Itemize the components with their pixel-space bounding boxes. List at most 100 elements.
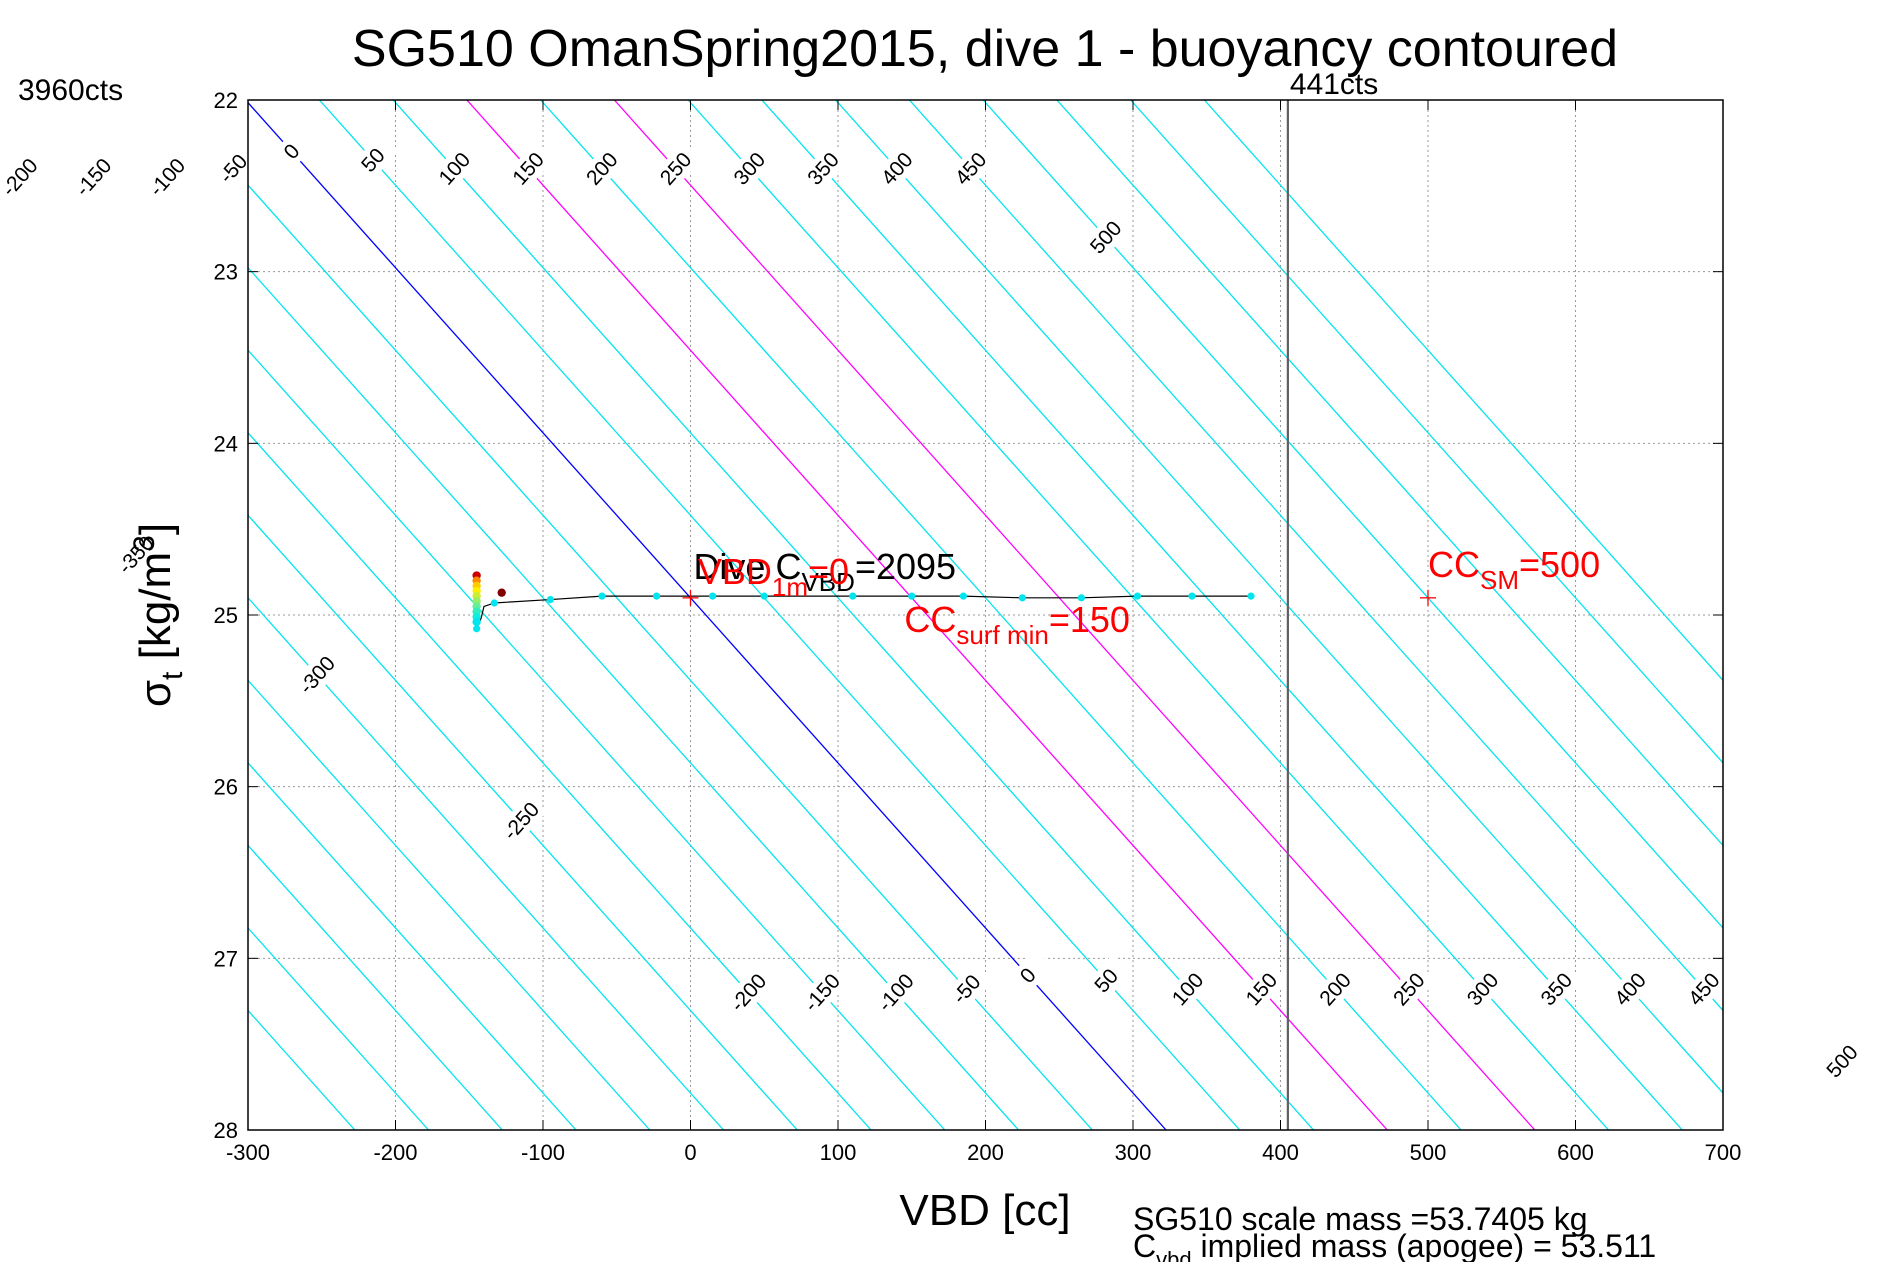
profile-point: [598, 592, 606, 600]
contour-label-bg: [110, 528, 162, 582]
annotation-part: SM: [1480, 565, 1519, 595]
contour-line--200: [248, 431, 872, 1130]
profile-point: [546, 595, 554, 604]
profile-point: [652, 592, 661, 600]
x-tick-label: 200: [967, 1140, 1004, 1165]
annotation-part: CC: [904, 599, 956, 640]
contour-label-bg: [576, 142, 628, 196]
profile-point: [1247, 592, 1255, 600]
y-axis-label-main: σ: [131, 680, 180, 707]
contour-line-500: [982, 100, 1723, 929]
contour-label-bg: [1002, 948, 1054, 1003]
contour-line-400: [835, 100, 1723, 1095]
contour-label-bg: [141, 150, 193, 204]
annotation-part: =2095: [855, 546, 956, 587]
contour-line-550: [1056, 100, 1723, 847]
contour-line-100: [392, 100, 1315, 1130]
profile-point: [1133, 592, 1142, 600]
scale-mass-note: SG510 scale mass =53.7405 kg: [1133, 1201, 1588, 1237]
buoyancy-contours: [248, 100, 1723, 1130]
profile-point: [490, 599, 498, 607]
contour-line--250: [248, 514, 798, 1130]
contour-line-200: [540, 100, 1462, 1130]
x-tick-label: 600: [1557, 1140, 1594, 1165]
annotation-cc-surf-min: CCsurf min=150: [904, 599, 1130, 650]
vbd-limit-label: 441cts: [1290, 68, 1378, 101]
profile-point: [1077, 594, 1085, 602]
contour-label-bg: [67, 150, 120, 204]
contour-line-350: [761, 100, 1683, 1130]
contour-label-bg: [650, 142, 702, 196]
dive-profile: [472, 571, 1436, 633]
annotation-vbd-1m: VBD1m=0: [698, 551, 849, 602]
profile-point: [849, 592, 857, 600]
annotation-part: VBD: [698, 551, 772, 592]
contour-line-50: [318, 100, 1241, 1130]
contour-line--150: [248, 349, 946, 1130]
annotation-part: Dive C: [693, 546, 801, 587]
chart-title: SG510 OmanSpring2015, dive 1 - buoyancy …: [352, 20, 1618, 78]
profile-point: [959, 592, 967, 600]
contour-label-bg: [207, 142, 259, 196]
contour-label-bg: [347, 133, 399, 187]
x-tick-label: 400: [1262, 1140, 1299, 1165]
contour-line-450: [908, 100, 1723, 1012]
contour-label-bg: [1309, 962, 1361, 1016]
x-tick-label: 100: [820, 1140, 857, 1165]
profile-point: [1188, 592, 1196, 600]
contour-label-bg: [0, 150, 46, 204]
contour-label-bg: [871, 142, 923, 196]
contour-label-bg: [502, 142, 554, 196]
y-tick-label: 25: [214, 603, 238, 628]
contour-label-bg: [796, 966, 848, 1020]
contour-label-bg: [1383, 962, 1435, 1016]
annotation-part: =0: [808, 551, 849, 592]
contour-label-bg: [870, 966, 922, 1020]
contour-line-600: [1130, 100, 1723, 764]
x-tick-label: 700: [1705, 1140, 1742, 1165]
contour-line--300: [248, 596, 725, 1130]
contour-label-bg: [1080, 954, 1133, 1008]
implied-mass-sub: vbd: [1156, 1247, 1191, 1262]
y-tick-label: 23: [214, 260, 238, 285]
contour-label-bg: [291, 648, 343, 702]
y-axis-label-sup: 3: [128, 535, 161, 552]
contour-label-bg: [945, 142, 997, 196]
x-tick-label: -200: [373, 1140, 417, 1165]
contour-label-bg: [1235, 962, 1288, 1016]
surface-point: [472, 617, 481, 627]
contour-label-bg: [495, 794, 547, 848]
annotation-part: =500: [1519, 544, 1600, 585]
y-tick-label: 24: [214, 431, 238, 456]
contour-line--350: [248, 679, 651, 1130]
implied-mass-c: C: [1133, 1228, 1156, 1262]
contour-label-bg: [1816, 1034, 1868, 1088]
contour-label-bg: [1678, 962, 1730, 1016]
annotation-part: =150: [1049, 599, 1130, 640]
annotation-part: VBD: [801, 567, 854, 597]
contour-label-bg: [722, 966, 775, 1020]
contour-label-bg: [1457, 962, 1509, 1016]
x-tick-label: 300: [1115, 1140, 1152, 1165]
profile-point: [473, 625, 481, 633]
y-tick-label: 27: [214, 946, 238, 971]
contour-line--500: [248, 926, 430, 1130]
annotation-part: 1m: [772, 572, 808, 602]
contour-line-250: [613, 100, 1536, 1130]
axis-ticks: -300 -200 -100 0 100 200 300 400 500 600 700 22 23 24…: [214, 88, 1742, 1165]
counts-label: 3960cts: [18, 74, 123, 107]
y-tick-label: 28: [214, 1118, 238, 1143]
contour-line--450: [248, 844, 503, 1130]
vbd-limit-line: 441cts: [1286, 68, 1378, 1130]
contour-line-150: [466, 100, 1388, 1130]
contour-label-bg: [723, 142, 776, 196]
contour-label-bg: [1162, 962, 1214, 1016]
contour-label-bg: [940, 962, 993, 1016]
contour-label-bg: [1530, 962, 1583, 1016]
y-axis-label: σt [kg/m3]: [128, 523, 189, 707]
x-axis-label: VBD [cc]: [899, 1186, 1070, 1235]
profile-point: [709, 592, 717, 600]
contour-line--50: [248, 184, 1093, 1130]
